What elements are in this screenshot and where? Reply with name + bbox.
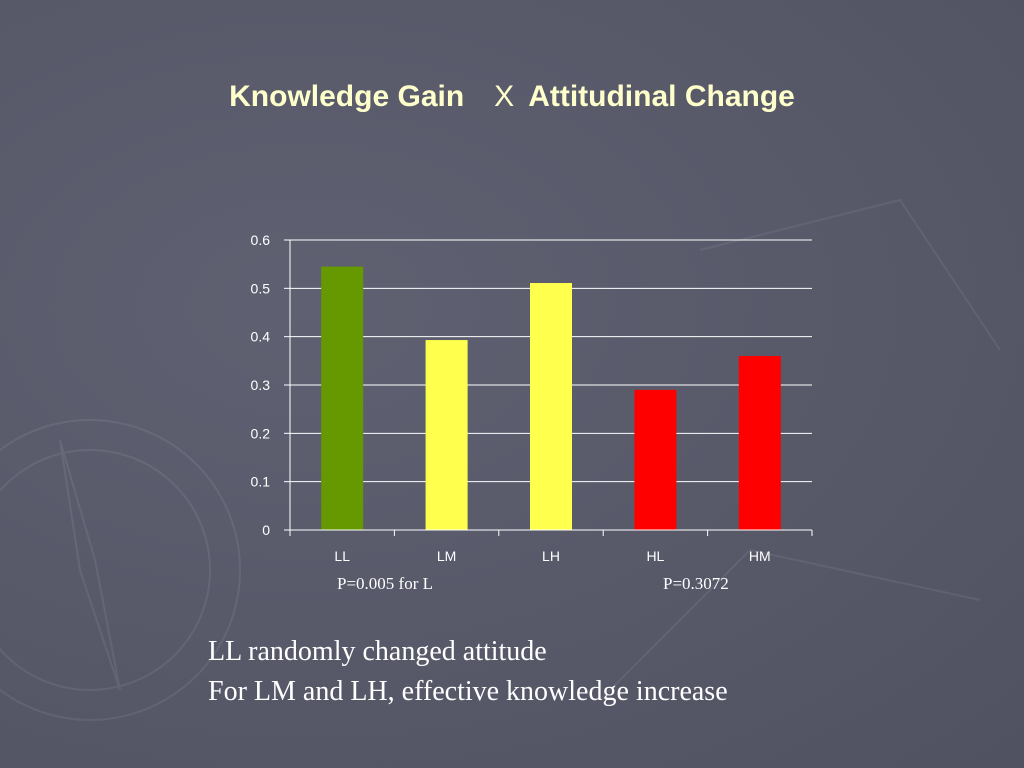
x-tick-label: LH [542,548,560,564]
bar-lm [425,340,468,530]
bar-hl [634,389,677,530]
title-separator: X [494,80,515,113]
y-tick-label: 0.5 [251,280,271,296]
y-tick-label: 0.2 [251,425,271,441]
body-line-2: For LM and LH, effective knowledge incre… [208,676,728,707]
bars [321,266,781,530]
x-tick-label: LM [437,548,456,564]
body-text: LL randomly changed attitude For LM and … [208,632,728,712]
x-tick-label: LL [334,548,350,564]
y-tick-label: 0.3 [251,377,271,393]
pvalue-right-label: P=0.3072 [663,574,729,593]
bar-lh [530,283,572,530]
title-part-1: Knowledge Gain [229,80,465,113]
bar-ll [321,266,364,530]
y-tick-label: 0 [262,522,270,538]
pvalue-left-label: P=0.005 for L [337,574,433,593]
x-tick-label: HM [749,548,771,564]
bar-hm [738,356,781,530]
y-tick-label: 0.1 [251,474,271,490]
body-line-1: LL randomly changed attitude [208,636,547,667]
axes [284,239,813,536]
x-tick-label: HL [646,548,664,564]
tick-labels: 0 0.1 0.2 0.3 0.4 0.5 0.6 LL LM LH HL HM [251,232,771,564]
title-part-2: Attitudinal Change [528,80,795,113]
slide-title: Knowledge Gain X Attitudinal Change [0,80,1024,114]
y-tick-label: 0.4 [251,329,271,345]
y-tick-label: 0.6 [251,232,271,248]
